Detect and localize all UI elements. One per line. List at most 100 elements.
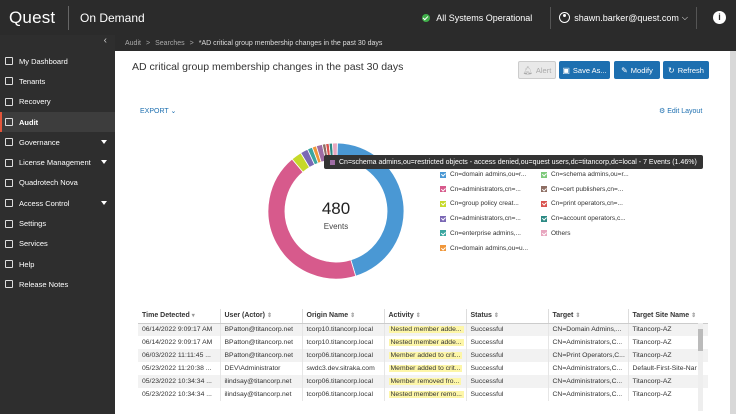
table-cell: BPatton@titancorp.net: [220, 336, 303, 349]
sort-icon[interactable]: ⇕: [575, 313, 581, 320]
column-header-label: Time Detected: [142, 312, 190, 320]
legend-item[interactable]: Cn=group policy creat...: [440, 200, 519, 207]
legend-checkbox-icon[interactable]: [541, 230, 547, 237]
legend-item[interactable]: Cn=print operators,cn=...: [541, 200, 623, 207]
collapse-sidebar-icon[interactable]: ‹: [103, 35, 107, 46]
sort-icon[interactable]: ⇕: [266, 313, 272, 320]
sidebar-item-audit[interactable]: Audit: [0, 111, 115, 133]
column-header[interactable]: Target Site Name ⇕: [628, 309, 708, 324]
main-content: AD critical group membership changes in …: [115, 51, 730, 414]
sort-icon[interactable]: ⇕: [415, 313, 421, 320]
app-title: On Demand: [80, 10, 145, 25]
legend-item[interactable]: Cn=domain admins,ou=u...: [440, 245, 528, 252]
legend-item[interactable]: Cn=administrators,cn=...: [440, 215, 521, 222]
legend-item[interactable]: Cn=enterprise admins,...: [440, 230, 521, 237]
save-as-button[interactable]: ▣ Save As...: [559, 61, 610, 79]
legend-item[interactable]: Cn=administrators,cn=...: [440, 186, 521, 193]
edit-layout-link[interactable]: ⚙ Edit Layout: [659, 107, 702, 115]
sidebar-item-label: Recovery: [19, 97, 51, 107]
table-row[interactable]: 05/23/2022 11:20:38 ... DEV\Administrator…: [138, 362, 708, 375]
legend-label: Cn=administrators,cn=...: [450, 185, 521, 193]
sidebar-item-access-control[interactable]: Access Control: [0, 193, 115, 213]
sort-icon[interactable]: ⇕: [493, 313, 499, 320]
legend-checkbox-icon[interactable]: [440, 200, 446, 207]
sort-icon[interactable]: ⇕: [350, 313, 356, 320]
sidebar: ‹ My Dashboard Tenants Recovery Audit Govern…: [0, 35, 115, 414]
table-row[interactable]: 06/14/2022 9:09:17 AM BPatton@titancorp.n…: [138, 323, 708, 336]
breadcrumb-searches[interactable]: Searches: [155, 39, 185, 47]
legend-checkbox-icon[interactable]: [440, 245, 446, 251]
sidebar-item-governance[interactable]: Governance: [0, 132, 115, 152]
audit-icon: [5, 118, 13, 127]
edit-layout-label: Edit Layout: [667, 108, 703, 115]
legend-label: Cn=domain admins,ou=r...: [450, 171, 527, 178]
license-icon: [5, 158, 13, 167]
legend-checkbox-icon[interactable]: [440, 186, 446, 193]
column-header[interactable]: Time Detected ▾: [138, 309, 221, 324]
breadcrumb-audit[interactable]: Audit: [125, 39, 141, 47]
column-header[interactable]: Target ⇕: [548, 309, 629, 324]
pencil-icon: ✎: [621, 65, 628, 75]
export-menu[interactable]: EXPORT ⌄: [140, 107, 176, 115]
legend-checkbox-icon[interactable]: [440, 215, 446, 222]
table-scrollbar[interactable]: [698, 323, 703, 411]
legend-checkbox-icon[interactable]: [440, 171, 446, 178]
user-menu[interactable]: shawn.barker@quest.com ⌵: [559, 12, 688, 23]
legend-checkbox-icon[interactable]: [541, 171, 547, 178]
scroll-thumb[interactable]: [698, 329, 703, 351]
alert-button[interactable]: 🔔︎ Alert: [518, 61, 556, 79]
table-row[interactable]: 06/03/2022 11:11:45 ... BPatton@titancorp…: [138, 349, 708, 362]
legend-item[interactable]: Cn=cert publishers,cn=...: [541, 186, 623, 193]
check-circle-icon: [422, 13, 431, 22]
top-bar: Quest On Demand All Systems Operational …: [0, 0, 736, 35]
legend-item[interactable]: Others: [541, 230, 571, 237]
modify-button[interactable]: ✎ Modify: [614, 61, 660, 79]
legend-checkbox-icon[interactable]: [541, 215, 547, 222]
column-header[interactable]: Origin Name ⇕: [302, 309, 385, 324]
help-icon: [5, 260, 13, 269]
table-cell: Default-First-Site-Nar: [628, 362, 708, 375]
events-donut-chart: [267, 142, 405, 280]
legend-item[interactable]: Cn=domain admins,ou=r...: [440, 171, 526, 178]
legend-label: Others: [551, 229, 571, 237]
legend-item[interactable]: Cn=schema admins,ou=r...: [541, 171, 629, 178]
page-scrollbar[interactable]: [730, 51, 736, 414]
table-cell: CN=Domain Admins,...: [548, 323, 629, 336]
info-icon[interactable]: i: [713, 11, 726, 24]
sort-icon[interactable]: ▾: [191, 313, 195, 320]
legend-checkbox-icon[interactable]: [541, 186, 547, 193]
column-header[interactable]: Activity ⇕: [384, 309, 467, 324]
column-header-label: Target Site Name: [632, 312, 690, 320]
table-cell: CN=Administrators,C...: [548, 362, 629, 375]
table-row[interactable]: 06/14/2022 9:09:17 AM BPatton@titancorp.n…: [138, 336, 708, 349]
refresh-button[interactable]: ↻ Refresh: [663, 61, 709, 79]
legend-checkbox-icon[interactable]: [440, 230, 446, 237]
activity-highlight: Member added to crit...: [388, 352, 463, 359]
quest-logo[interactable]: Quest: [9, 7, 56, 27]
table-header-row: Time Detected ▾ User (Actor) ⇕ Origin Name ⇕ A…: [138, 309, 708, 324]
sidebar-item-label: Access Control: [19, 198, 70, 208]
sidebar-item-services[interactable]: Services: [0, 234, 115, 254]
column-header[interactable]: Status ⇕: [466, 309, 549, 324]
sidebar-item-license-management[interactable]: License Management: [0, 152, 115, 172]
legend-checkbox-icon[interactable]: [541, 200, 547, 207]
sidebar-item-my-dashboard[interactable]: My Dashboard: [0, 51, 115, 71]
sidebar-item-help[interactable]: Help: [0, 254, 115, 274]
sidebar-item-recovery[interactable]: Recovery: [0, 92, 115, 112]
table-row[interactable]: 05/23/2022 10:34:34 ... ilindsay@titancor…: [138, 375, 708, 388]
column-header[interactable]: User (Actor) ⇕: [220, 309, 303, 324]
table-cell: Member added to crit...: [384, 349, 467, 362]
legend-item[interactable]: Cn=account operators,c...: [541, 215, 626, 222]
breadcrumb-current: *AD critical group membership changes in…: [198, 39, 383, 47]
sidebar-item-quadrotech-nova[interactable]: Quadrotech Nova: [0, 173, 115, 193]
sidebar-item-tenants[interactable]: Tenants: [0, 71, 115, 91]
table-row[interactable]: 05/23/2022 10:34:34 ... ilindsay@titancor…: [138, 388, 708, 401]
legend-label: Cn=domain admins,ou=u...: [450, 244, 529, 252]
divider: [550, 6, 552, 29]
system-status[interactable]: All Systems Operational: [422, 13, 532, 23]
sidebar-item-settings[interactable]: Settings: [0, 213, 115, 233]
table-cell: tcorp10.titancorp.local: [302, 323, 385, 336]
table-body: 06/14/2022 9:09:17 AM BPatton@titancorp.n…: [138, 323, 708, 401]
sidebar-item-release-notes[interactable]: Release Notes: [0, 274, 115, 294]
sort-icon[interactable]: ⇕: [691, 313, 697, 320]
